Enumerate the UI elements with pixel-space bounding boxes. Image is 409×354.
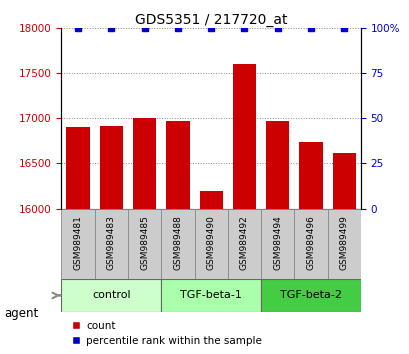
Text: GSM989481: GSM989481: [74, 215, 83, 270]
Text: GSM989488: GSM989488: [173, 215, 182, 270]
Text: GSM989490: GSM989490: [206, 215, 215, 270]
FancyBboxPatch shape: [261, 209, 294, 279]
FancyBboxPatch shape: [261, 279, 360, 312]
Text: GSM989499: GSM989499: [339, 215, 348, 270]
Text: GSM989485: GSM989485: [140, 215, 149, 270]
FancyBboxPatch shape: [194, 209, 227, 279]
Bar: [99, 126, 123, 209]
FancyBboxPatch shape: [294, 209, 327, 279]
Text: control: control: [92, 290, 130, 301]
Text: agent: agent: [4, 307, 38, 320]
Text: GSM989496: GSM989496: [306, 215, 315, 270]
FancyBboxPatch shape: [128, 209, 161, 279]
FancyBboxPatch shape: [227, 209, 261, 279]
FancyBboxPatch shape: [161, 209, 194, 279]
Bar: [166, 121, 189, 209]
Bar: [265, 121, 289, 209]
Text: GSM989494: GSM989494: [272, 215, 281, 270]
FancyBboxPatch shape: [161, 279, 261, 312]
Bar: [332, 153, 355, 209]
Bar: [66, 127, 90, 209]
Text: GSM989483: GSM989483: [107, 215, 116, 270]
Text: GSM989492: GSM989492: [239, 215, 248, 270]
Legend: count, percentile rank within the sample: count, percentile rank within the sample: [67, 317, 266, 350]
Bar: [232, 64, 255, 209]
Bar: [199, 190, 222, 209]
Text: TGF-beta-2: TGF-beta-2: [279, 290, 341, 301]
Bar: [299, 142, 322, 209]
Bar: [133, 118, 156, 209]
FancyBboxPatch shape: [61, 279, 161, 312]
Text: TGF-beta-1: TGF-beta-1: [180, 290, 241, 301]
FancyBboxPatch shape: [327, 209, 360, 279]
FancyBboxPatch shape: [94, 209, 128, 279]
Title: GDS5351 / 217720_at: GDS5351 / 217720_at: [135, 13, 287, 27]
FancyBboxPatch shape: [61, 209, 94, 279]
